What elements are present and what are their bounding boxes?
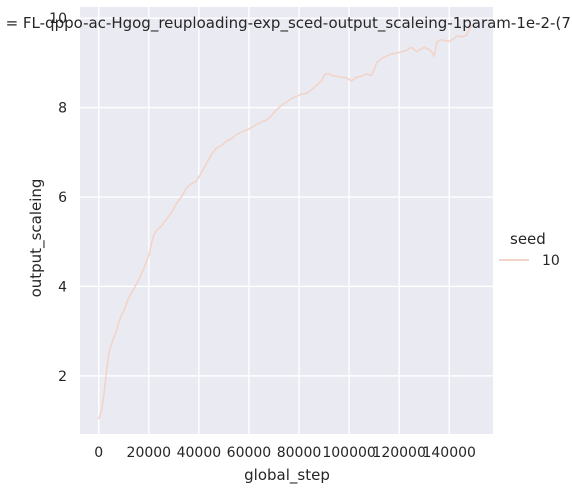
series-layer: [97, 25, 473, 420]
x-tick-label: 0: [94, 445, 103, 461]
series-line-10: [97, 25, 473, 420]
x-tick-label: 20000: [127, 445, 172, 461]
x-tick-label: 80000: [277, 445, 322, 461]
y-tick-label: 4: [58, 279, 67, 295]
legend: seed 10: [499, 230, 560, 269]
legend-label: 10: [542, 253, 560, 269]
y-tick-label: 8: [58, 101, 67, 117]
x-tick-label: 100000: [322, 445, 375, 461]
y-tick-label: 10: [49, 11, 67, 27]
x-tick-label: 60000: [227, 445, 272, 461]
x-tick-label: 40000: [177, 445, 222, 461]
y-tick-label: 2: [58, 369, 67, 385]
y-tick-label: 6: [58, 190, 67, 206]
grid-lines: [80, 7, 493, 434]
x-tick-label: 120000: [372, 445, 425, 461]
y-axis-label: output_scaleing: [27, 179, 46, 298]
x-axis-label: global_step: [244, 466, 330, 485]
legend-title: seed: [510, 230, 546, 248]
legend-entries: 10: [499, 253, 560, 269]
y-axis-ticks: 2 4 6 8 10: [49, 11, 67, 385]
x-tick-label: 140000: [422, 445, 475, 461]
plot-area: [80, 7, 493, 434]
chart-title: e = FL-qppo-ac-Hgog_reuploading-exp_sced…: [0, 14, 572, 33]
